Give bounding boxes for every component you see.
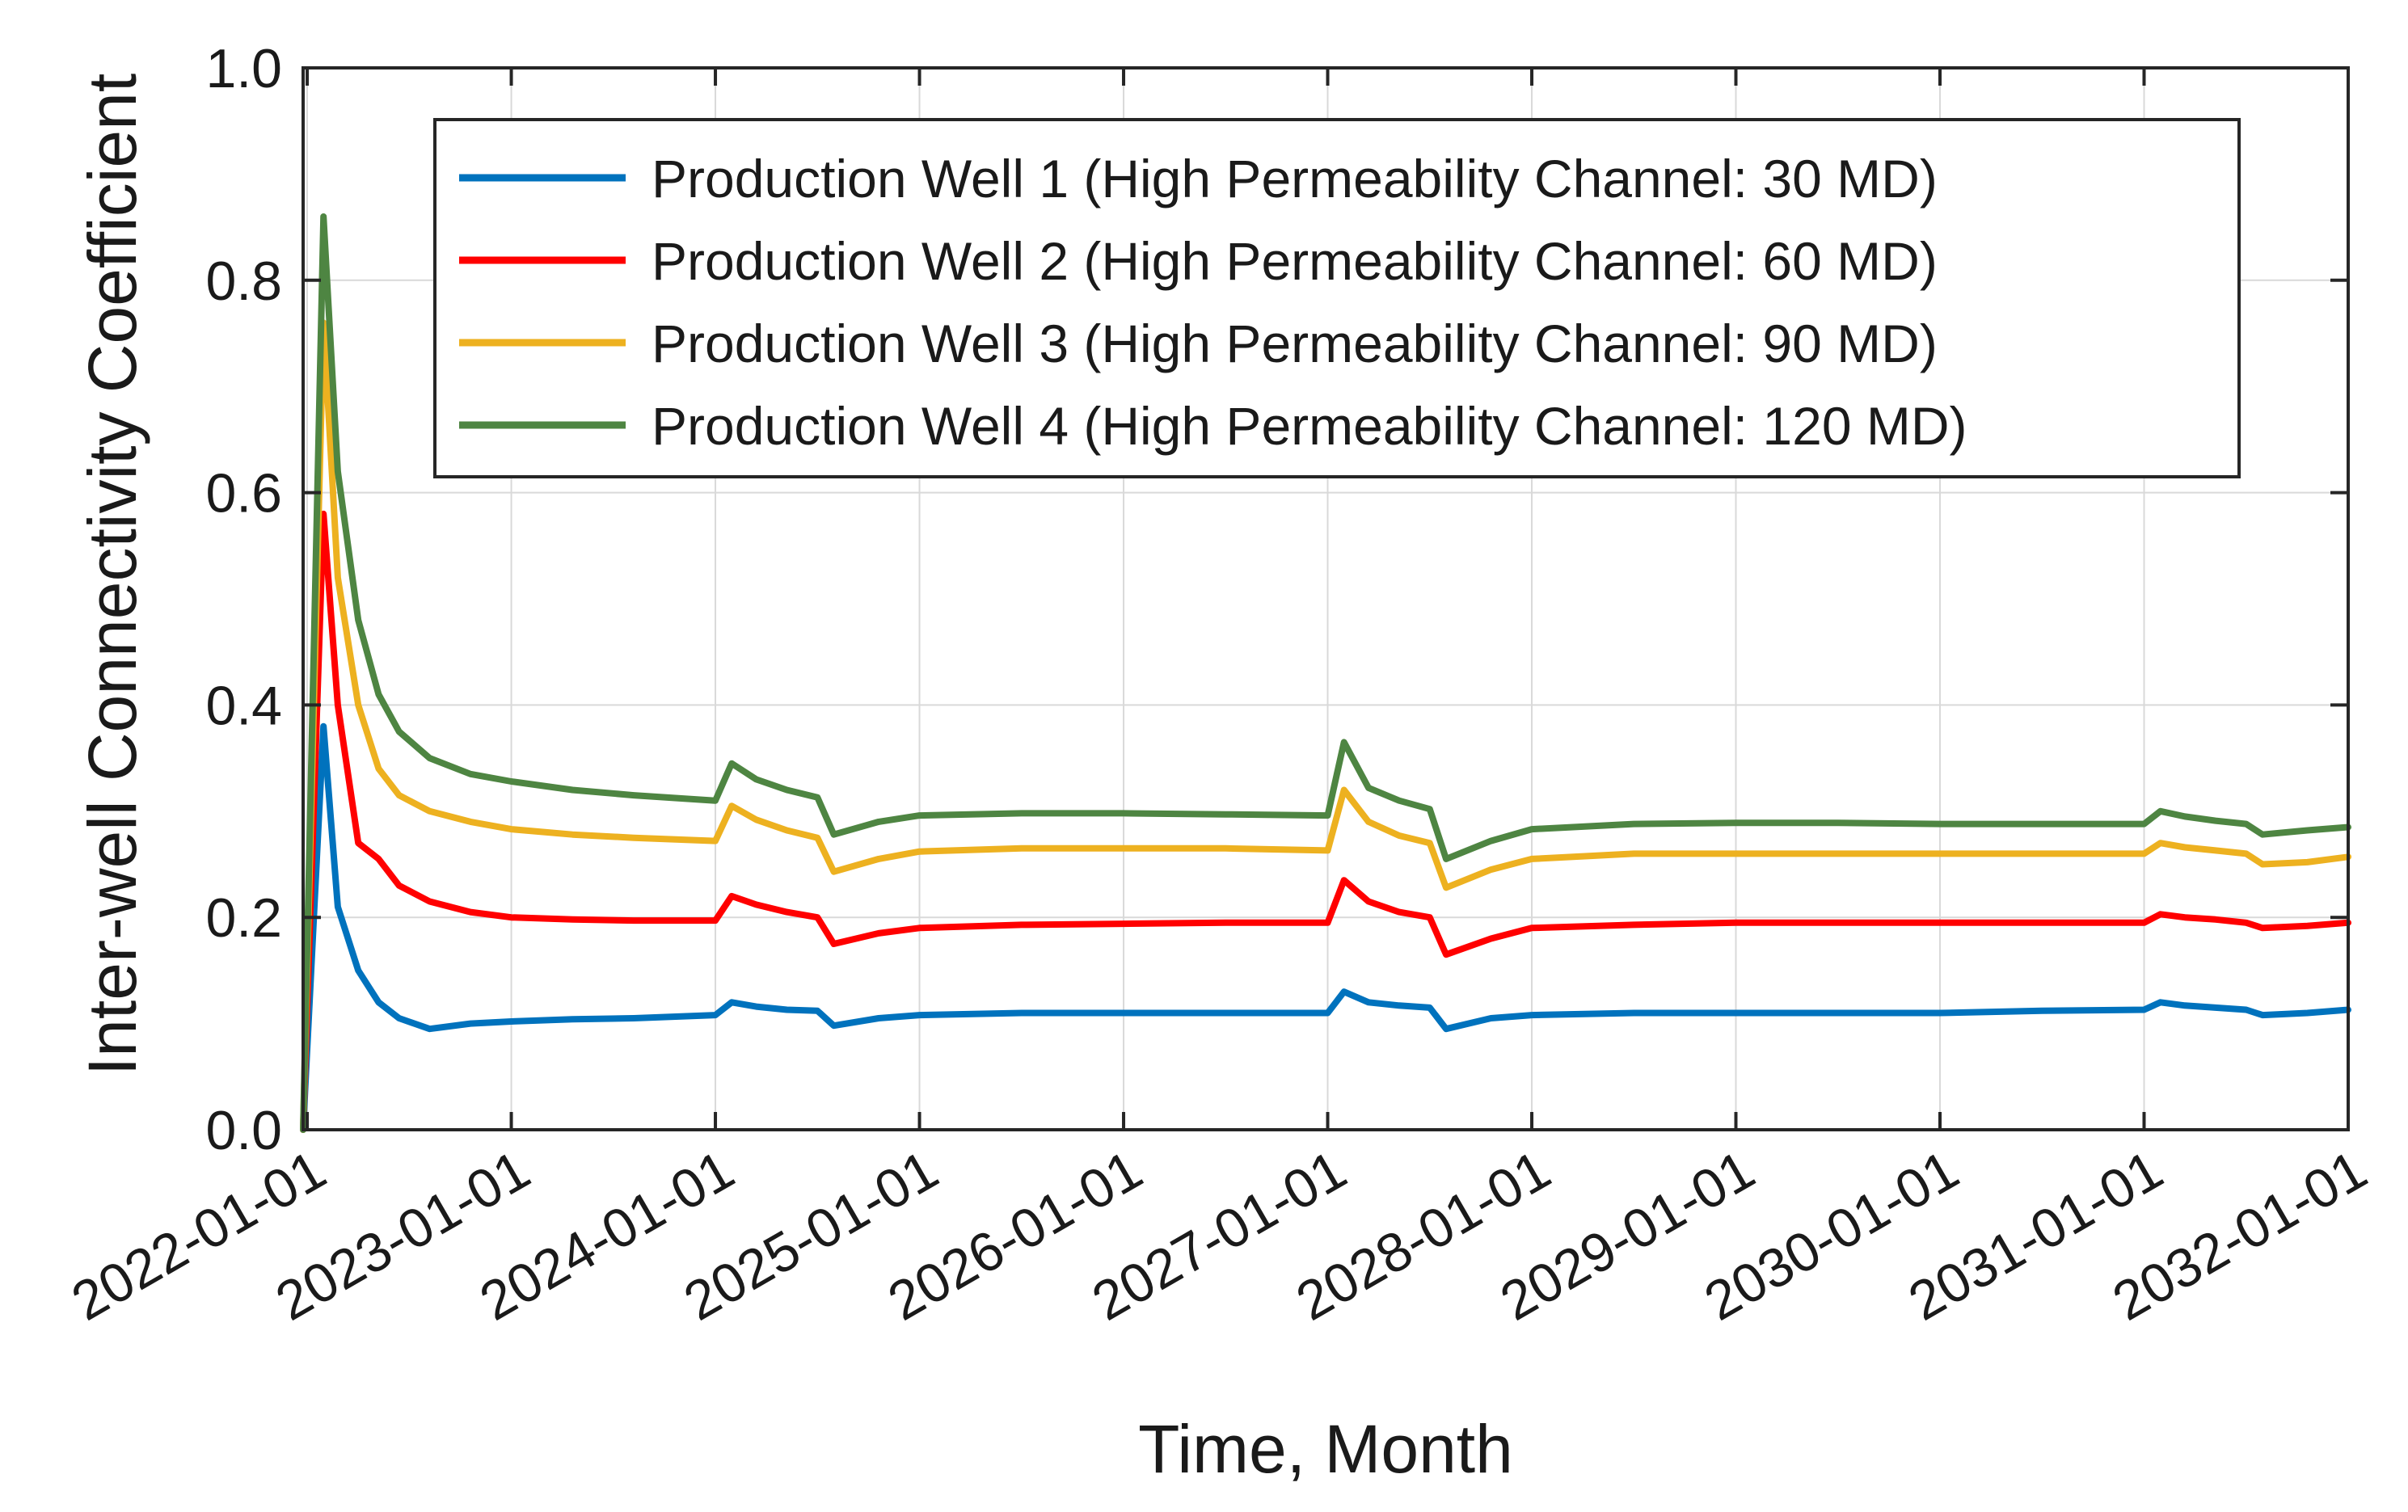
plot-frame bbox=[302, 66, 2350, 1131]
axis-ticks bbox=[303, 66, 2350, 1131]
y-tick-label: 0.0 bbox=[205, 1100, 282, 1161]
series-line-1 bbox=[300, 722, 2351, 1133]
x-axis-title: Time, Month bbox=[1138, 1411, 1513, 1487]
y-tick-label: 0.2 bbox=[205, 887, 282, 949]
series-line-3 bbox=[300, 319, 2351, 1133]
series-layer bbox=[300, 213, 2351, 1133]
y-tick-label: 0.8 bbox=[205, 251, 282, 312]
legend-label-4: Production Well 4 (High Permeability Cha… bbox=[652, 396, 1967, 456]
y-tick-label: 1.0 bbox=[205, 38, 282, 99]
legend-box bbox=[433, 118, 2241, 478]
legend-label-3: Production Well 3 (High Permeability Cha… bbox=[652, 314, 1938, 373]
series-line-4 bbox=[300, 213, 2351, 1133]
y-tick-label: 0.6 bbox=[205, 463, 282, 524]
legend: Production Well 1 (High Permeability Cha… bbox=[433, 118, 2241, 478]
y-axis-title: Inter-well Connectivity Coefficient bbox=[74, 74, 150, 1076]
legend-label-2: Production Well 2 (High Permeability Cha… bbox=[652, 231, 1938, 291]
x-tick-labels: 2022-01-012023-01-012024-01-012025-01-01… bbox=[61, 1139, 2376, 1333]
series-line-2 bbox=[300, 510, 2351, 1133]
y-tick-label: 0.4 bbox=[205, 675, 282, 736]
y-tick-labels: 0.0 0.2 0.4 0.6 0.8 1.0 bbox=[205, 38, 282, 1161]
legend-label-1: Production Well 1 (High Permeability Cha… bbox=[652, 149, 1938, 208]
